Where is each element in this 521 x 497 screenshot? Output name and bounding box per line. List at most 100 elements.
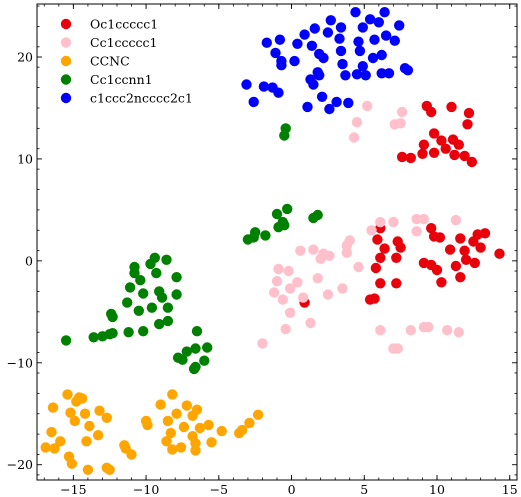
data-point — [392, 343, 403, 354]
data-point — [151, 267, 162, 279]
data-point — [308, 244, 319, 255]
data-point — [190, 343, 201, 354]
data-point — [375, 216, 386, 228]
data-point — [309, 23, 320, 34]
data-point — [305, 317, 316, 329]
data-point — [283, 265, 294, 277]
data-point — [94, 405, 105, 416]
data-point — [289, 55, 300, 67]
data-point — [325, 15, 336, 26]
data-point — [360, 70, 371, 81]
data-point — [428, 128, 440, 139]
data-point — [341, 247, 352, 258]
data-point — [252, 409, 264, 420]
data-point — [391, 252, 402, 263]
data-point — [312, 273, 323, 284]
legend: Oc1ccccc1 Cc1ccccc1 CCNC Cc1ccnn1 c1ccc2nccc… — [60, 17, 193, 106]
series-4 — [241, 7, 414, 115]
data-point — [234, 427, 245, 439]
data-point — [418, 139, 430, 150]
data-point — [411, 226, 422, 237]
data-point — [379, 243, 390, 254]
data-point — [171, 289, 182, 300]
data-point — [357, 22, 368, 33]
data-point — [394, 20, 405, 31]
data-point — [162, 302, 174, 313]
data-point — [167, 444, 178, 455]
data-point — [315, 253, 326, 264]
data-point — [202, 342, 213, 353]
x-tick-label: −5 — [210, 482, 228, 497]
legend-marker — [60, 74, 72, 85]
data-point — [463, 107, 475, 119]
series-3 — [60, 123, 323, 375]
data-point — [49, 443, 60, 454]
data-point — [444, 244, 456, 255]
data-point — [273, 263, 284, 275]
data-point — [417, 148, 428, 159]
data-point — [376, 49, 387, 61]
data-point — [322, 27, 334, 38]
data-point — [324, 103, 335, 115]
data-point — [459, 245, 470, 256]
data-point — [395, 242, 406, 253]
series-2 — [40, 389, 264, 475]
data-point — [241, 79, 252, 90]
data-point — [375, 252, 386, 263]
y-tick-label: 20 — [17, 50, 33, 65]
data-point — [389, 35, 400, 46]
data-point — [306, 40, 318, 51]
data-point — [46, 426, 57, 438]
data-point — [257, 338, 268, 349]
data-point — [62, 389, 73, 400]
legend-label: c1ccc2ncccc2c1 — [90, 91, 193, 106]
data-point — [71, 396, 82, 407]
data-point — [138, 326, 149, 337]
legend-item: Cc1ccnn1 — [60, 72, 153, 87]
data-point — [161, 254, 172, 265]
data-point — [138, 288, 149, 299]
data-point — [308, 79, 319, 90]
data-point — [175, 442, 187, 453]
data-point — [405, 325, 416, 336]
data-point — [475, 242, 486, 253]
data-point — [396, 106, 408, 118]
data-point — [379, 7, 390, 18]
data-point — [206, 437, 217, 448]
data-point — [258, 81, 270, 92]
data-point — [276, 55, 287, 67]
data-point — [380, 30, 392, 41]
legend-label: Cc1ccnn1 — [90, 72, 153, 87]
data-point — [376, 68, 387, 79]
data-point — [181, 346, 192, 357]
data-point — [367, 52, 379, 64]
x-tick-label: 15 — [502, 482, 518, 497]
data-point — [274, 34, 286, 45]
data-point — [395, 118, 406, 129]
data-point — [242, 234, 254, 245]
data-point — [334, 33, 345, 44]
series-0 — [299, 100, 505, 308]
data-point — [284, 283, 296, 294]
legend-label: Oc1ccccc1 — [90, 17, 158, 32]
data-point — [162, 315, 174, 327]
x-tick-label: 0 — [288, 482, 296, 497]
data-point — [280, 323, 291, 335]
data-point — [354, 45, 366, 57]
data-point — [351, 69, 363, 80]
data-point — [322, 289, 334, 300]
data-point — [369, 34, 380, 45]
data-point — [60, 335, 72, 346]
data-point — [82, 464, 94, 475]
data-point — [324, 250, 335, 261]
data-point — [156, 292, 168, 303]
data-point — [494, 248, 505, 259]
data-point — [428, 147, 440, 158]
data-point — [299, 29, 310, 40]
data-point — [124, 282, 136, 293]
series-1 — [257, 100, 464, 354]
data-point — [97, 331, 108, 342]
data-point — [188, 363, 200, 375]
data-point — [314, 70, 325, 81]
data-point — [79, 408, 91, 419]
